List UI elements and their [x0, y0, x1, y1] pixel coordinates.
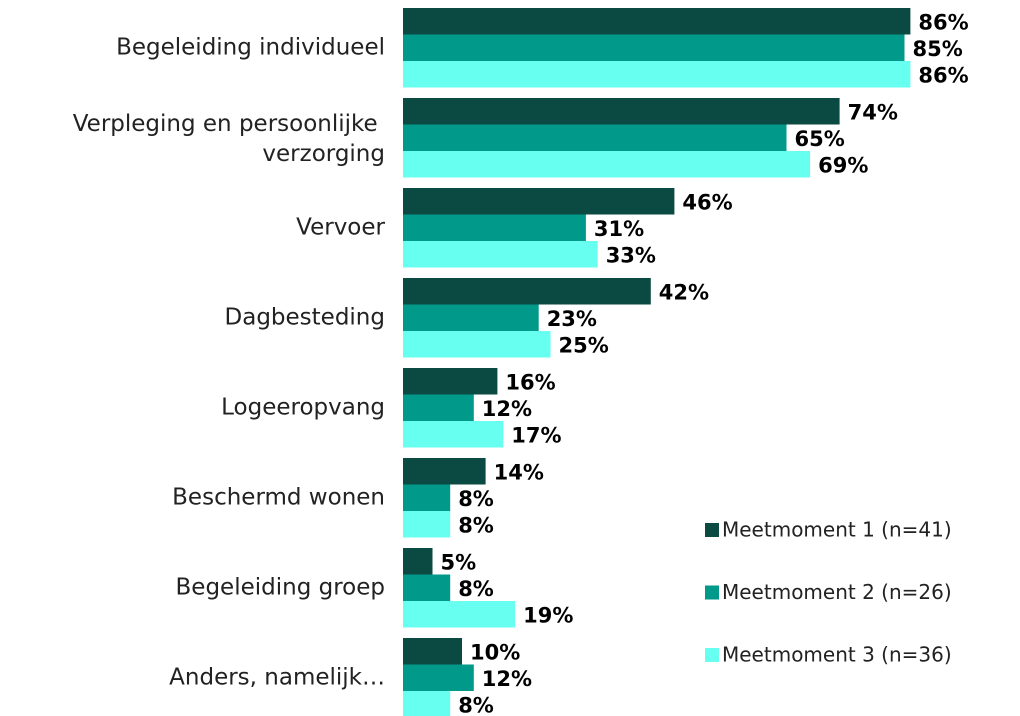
- category-label: Vervoer: [296, 214, 385, 240]
- category-label: Dagbesteding: [225, 304, 385, 330]
- bar: [403, 601, 516, 628]
- bar: [403, 34, 905, 61]
- legend-label: Meetmoment 1 (n=41): [722, 518, 952, 542]
- legend-label: Meetmoment 2 (n=26): [722, 580, 952, 604]
- category-label: Begeleiding groep: [176, 574, 385, 600]
- value-label: 86%: [918, 10, 968, 34]
- value-label: 74%: [848, 100, 898, 124]
- value-label: 23%: [547, 307, 597, 331]
- value-label: 69%: [818, 153, 868, 177]
- bar: [403, 241, 598, 268]
- value-label: 31%: [594, 217, 644, 241]
- bar: [403, 691, 451, 716]
- value-label: 12%: [482, 397, 532, 421]
- value-label: 42%: [659, 280, 709, 304]
- bar: [403, 151, 811, 178]
- category-label: Begeleiding individueel: [116, 34, 385, 60]
- value-label: 33%: [606, 243, 656, 267]
- bar: [403, 664, 474, 691]
- bar: [403, 61, 911, 88]
- category-label: Verpleging en persoonlijke verzorging: [73, 110, 385, 166]
- category-label: Logeeropvang: [221, 394, 385, 420]
- bar: [403, 278, 651, 305]
- value-label: 8%: [458, 487, 494, 511]
- legend-label: Meetmoment 3 (n=36): [722, 643, 952, 667]
- bar: [403, 638, 462, 665]
- value-label: 25%: [559, 333, 609, 357]
- bar: [403, 98, 840, 125]
- legend-swatch: [705, 523, 719, 537]
- bar: [403, 484, 451, 511]
- value-label: 17%: [511, 423, 561, 447]
- legend-swatch: [705, 585, 719, 600]
- bar: [403, 304, 539, 331]
- value-label: 8%: [458, 693, 494, 716]
- legend-swatch: [705, 648, 719, 662]
- bar: [403, 548, 433, 575]
- value-label: 46%: [682, 190, 732, 214]
- bar: [403, 331, 551, 358]
- value-label: 14%: [494, 460, 544, 484]
- bar: [403, 368, 498, 395]
- value-label: 10%: [470, 640, 520, 664]
- bar: [403, 394, 474, 421]
- bar: [403, 188, 675, 215]
- value-label: 8%: [458, 513, 494, 537]
- category-line: Verpleging en persoonlijke: [73, 110, 385, 136]
- bar: [403, 8, 911, 35]
- bar: [403, 574, 451, 601]
- value-label: 8%: [458, 577, 494, 601]
- value-label: 12%: [482, 667, 532, 691]
- category-label: Anders, namelijk…: [169, 664, 385, 690]
- bar: [403, 458, 486, 485]
- bar: [403, 421, 504, 448]
- value-label: 65%: [795, 127, 845, 151]
- bar: [403, 214, 586, 241]
- value-label: 85%: [913, 37, 963, 61]
- value-label: 5%: [441, 550, 477, 574]
- bar: [403, 124, 787, 151]
- value-label: 16%: [505, 370, 555, 394]
- category-line: verzorging: [262, 140, 385, 166]
- value-label: 86%: [918, 63, 968, 87]
- category-label: Beschermd wonen: [172, 484, 385, 510]
- value-label: 19%: [523, 603, 573, 627]
- bar: [403, 511, 451, 538]
